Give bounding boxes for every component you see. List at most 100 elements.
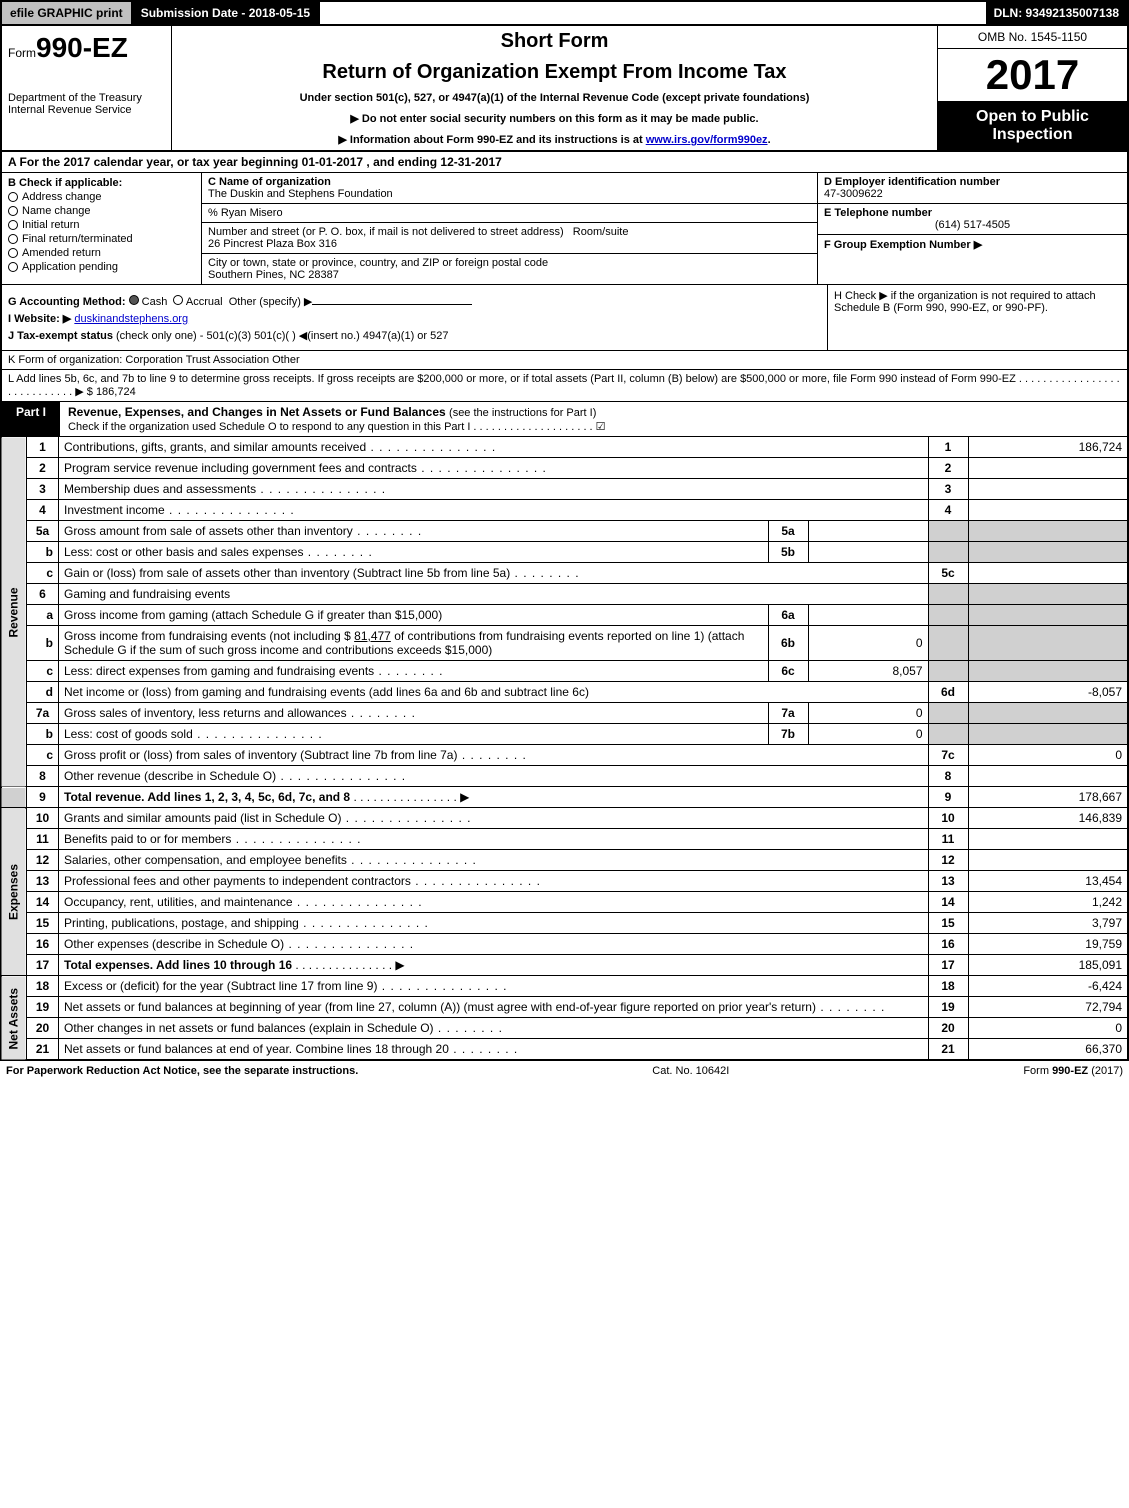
radio-icon: [8, 248, 18, 258]
line-rno: 13: [928, 871, 968, 892]
line-desc: Benefits paid to or for members: [59, 829, 929, 850]
line-no: 4: [27, 500, 59, 521]
line-val: [968, 500, 1128, 521]
line-rno: 19: [928, 997, 968, 1018]
line-desc: Grants and similar amounts paid (list in…: [59, 808, 929, 829]
line-val: -8,057: [968, 682, 1128, 703]
footer-right-form: 990-EZ: [1052, 1065, 1088, 1077]
g-other: Other (specify) ▶: [229, 296, 313, 308]
h-text: H Check ▶ if the organization is not req…: [834, 290, 1096, 314]
mid-no: 7a: [768, 703, 808, 724]
line-street: Number and street (or P. O. box, if mail…: [202, 223, 817, 254]
table-row: 7a Gross sales of inventory, less return…: [1, 703, 1128, 724]
line-no: 1: [27, 437, 59, 458]
line-desc: Excess or (deficit) for the year (Subtra…: [59, 976, 929, 997]
mid-val: 0: [808, 703, 928, 724]
line-val: 146,839: [968, 808, 1128, 829]
line-no: 7a: [27, 703, 59, 724]
chk-amended-return[interactable]: Amended return: [8, 247, 195, 259]
line-no: 19: [27, 997, 59, 1018]
line-desc: Occupancy, rent, utilities, and maintena…: [59, 892, 929, 913]
line-rno: 12: [928, 850, 968, 871]
line-desc: Total revenue. Add lines 1, 2, 3, 4, 5c,…: [59, 787, 929, 808]
line-rno: 7c: [928, 745, 968, 766]
line-desc: Gross amount from sale of assets other t…: [59, 521, 769, 542]
tax-year: 2017: [938, 49, 1127, 102]
line-rno: 10: [928, 808, 968, 829]
line-val: 0: [968, 745, 1128, 766]
table-row: 3 Membership dues and assessments 3: [1, 479, 1128, 500]
col-def: D Employer identification number 47-3009…: [817, 173, 1127, 284]
efile-print-button[interactable]: efile GRAPHIC print: [2, 2, 133, 24]
table-row: b Less: cost of goods sold 7b 0: [1, 724, 1128, 745]
footer-mid: Cat. No. 10642I: [652, 1065, 729, 1077]
form-prefix: Form: [8, 46, 36, 60]
line-val: 178,667: [968, 787, 1128, 808]
line-val: -6,424: [968, 976, 1128, 997]
bullet-1: ▶ Do not enter social security numbers o…: [180, 112, 929, 125]
page-footer: For Paperwork Reduction Act Notice, see …: [0, 1061, 1129, 1081]
line-val: 72,794: [968, 997, 1128, 1018]
line-no: 3: [27, 479, 59, 500]
line-val: 19,759: [968, 934, 1128, 955]
part1-tab: Part I: [2, 402, 60, 436]
table-row: 17 Total expenses. Add lines 10 through …: [1, 955, 1128, 976]
chk-final-return[interactable]: Final return/terminated: [8, 233, 195, 245]
line-no: 15: [27, 913, 59, 934]
form-number: Form990-EZ: [8, 32, 165, 64]
g-cash: Cash: [142, 296, 168, 308]
chk-name-change[interactable]: Name change: [8, 205, 195, 217]
c-value: The Duskin and Stephens Foundation: [208, 188, 393, 200]
line-no: 10: [27, 808, 59, 829]
mid-val: 8,057: [808, 661, 928, 682]
shade-cell: [968, 661, 1128, 682]
part1-title-text: Revenue, Expenses, and Changes in Net As…: [68, 405, 446, 419]
mid-no: 5b: [768, 542, 808, 563]
mid-val: 0: [808, 724, 928, 745]
chk-label: Name change: [22, 205, 91, 217]
table-row: b Gross income from fundraising events (…: [1, 626, 1128, 661]
shade-cell: [968, 703, 1128, 724]
l9-desc: Total revenue. Add lines 1, 2, 3, 4, 5c,…: [64, 790, 350, 804]
table-row: Net Assets 18 Excess or (deficit) for th…: [1, 976, 1128, 997]
shade-cell: [928, 605, 968, 626]
line-val: 185,091: [968, 955, 1128, 976]
line-no: c: [27, 661, 59, 682]
line-desc: Gaming and fundraising events: [59, 584, 929, 605]
arrow-icon: [395, 958, 404, 972]
row-l: L Add lines 5b, 6c, and 7b to line 9 to …: [0, 370, 1129, 402]
row-a-begin: 01-01-2017: [302, 155, 363, 169]
table-row: 16 Other expenses (describe in Schedule …: [1, 934, 1128, 955]
mid-val: [808, 605, 928, 626]
line-val: 186,724: [968, 437, 1128, 458]
part1-table: Revenue 1 Contributions, gifts, grants, …: [0, 437, 1129, 1061]
website-link[interactable]: duskinandstephens.org: [74, 313, 188, 325]
line-desc: Professional fees and other payments to …: [59, 871, 929, 892]
shade-cell: [928, 584, 968, 605]
line-rno: 3: [928, 479, 968, 500]
g-other-line: [312, 293, 472, 305]
radio-icon: [8, 220, 18, 230]
chk-application-pending[interactable]: Application pending: [8, 261, 195, 273]
top-bar: efile GRAPHIC print Submission Date - 20…: [0, 0, 1129, 26]
ghij-block: G Accounting Method: Cash Accrual Other …: [0, 285, 1129, 351]
row-l-pre: L Add lines 5b, 6c, and 7b to line 9 to …: [8, 373, 1120, 398]
chk-address-change[interactable]: Address change: [8, 191, 195, 203]
side-label-expenses: Expenses: [1, 808, 27, 976]
irs-link[interactable]: www.irs.gov/form990ez: [646, 134, 768, 146]
box-e: E Telephone number (614) 517-4505: [818, 204, 1127, 235]
footer-right-yr: (2017): [1091, 1065, 1123, 1077]
j-label: J Tax-exempt status: [8, 330, 113, 342]
short-form-title: Short Form: [180, 30, 929, 53]
l6b-pre: Gross income from fundraising events (no…: [64, 629, 354, 643]
line-desc: Gross income from fundraising events (no…: [59, 626, 769, 661]
chk-initial-return[interactable]: Initial return: [8, 219, 195, 231]
department-line2: Internal Revenue Service: [8, 104, 165, 116]
line-desc: Gross income from gaming (attach Schedul…: [59, 605, 769, 626]
shade-cell: [968, 542, 1128, 563]
table-row: a Gross income from gaming (attach Sched…: [1, 605, 1128, 626]
line-no: 17: [27, 955, 59, 976]
line-desc: Net assets or fund balances at end of ye…: [59, 1039, 929, 1061]
line-no: 12: [27, 850, 59, 871]
line-val: [968, 829, 1128, 850]
